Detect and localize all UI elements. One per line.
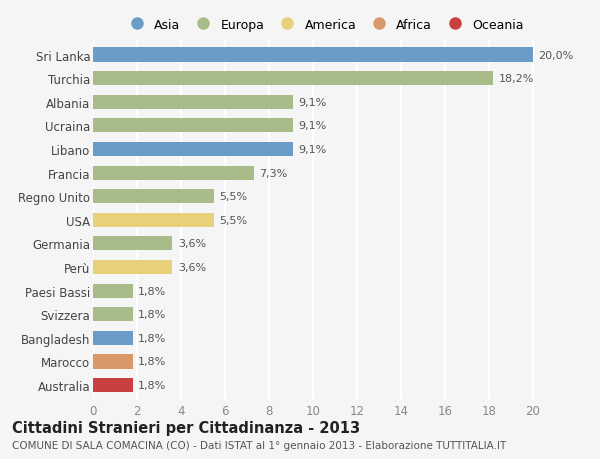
Bar (93, 284, 133, 298)
Bar (93, 378, 133, 392)
Bar (93, 213, 214, 227)
Text: Cittadini Stranieri per Cittadinanza - 2013: Cittadini Stranieri per Cittadinanza - 2… (12, 420, 360, 435)
Text: 3,6%: 3,6% (178, 239, 206, 249)
Text: 1,8%: 1,8% (138, 357, 166, 367)
Bar (93, 143, 293, 157)
Text: 5,5%: 5,5% (220, 192, 248, 202)
Text: 1,8%: 1,8% (138, 380, 166, 390)
Bar (93, 95, 293, 110)
Bar (93, 72, 493, 86)
Bar (93, 237, 172, 251)
Text: 7,3%: 7,3% (259, 168, 287, 178)
Bar (93, 166, 254, 180)
Bar (93, 260, 172, 274)
Text: 9,1%: 9,1% (299, 98, 327, 107)
Text: 3,6%: 3,6% (178, 263, 206, 273)
Bar (93, 190, 214, 204)
Bar (93, 308, 133, 322)
Text: COMUNE DI SALA COMACINA (CO) - Dati ISTAT al 1° gennaio 2013 - Elaborazione TUTT: COMUNE DI SALA COMACINA (CO) - Dati ISTA… (12, 440, 506, 450)
Text: 1,8%: 1,8% (138, 309, 166, 319)
Text: 9,1%: 9,1% (299, 145, 327, 155)
Bar (93, 48, 533, 62)
Bar (93, 354, 133, 369)
Text: 20,0%: 20,0% (539, 50, 574, 61)
Bar (93, 331, 133, 345)
Text: 18,2%: 18,2% (499, 74, 534, 84)
Text: 9,1%: 9,1% (299, 121, 327, 131)
Legend: Asia, Europa, America, Africa, Oceania: Asia, Europa, America, Africa, Oceania (124, 18, 524, 32)
Bar (93, 119, 293, 133)
Text: 5,5%: 5,5% (220, 215, 248, 225)
Text: 1,8%: 1,8% (138, 286, 166, 296)
Text: 1,8%: 1,8% (138, 333, 166, 343)
